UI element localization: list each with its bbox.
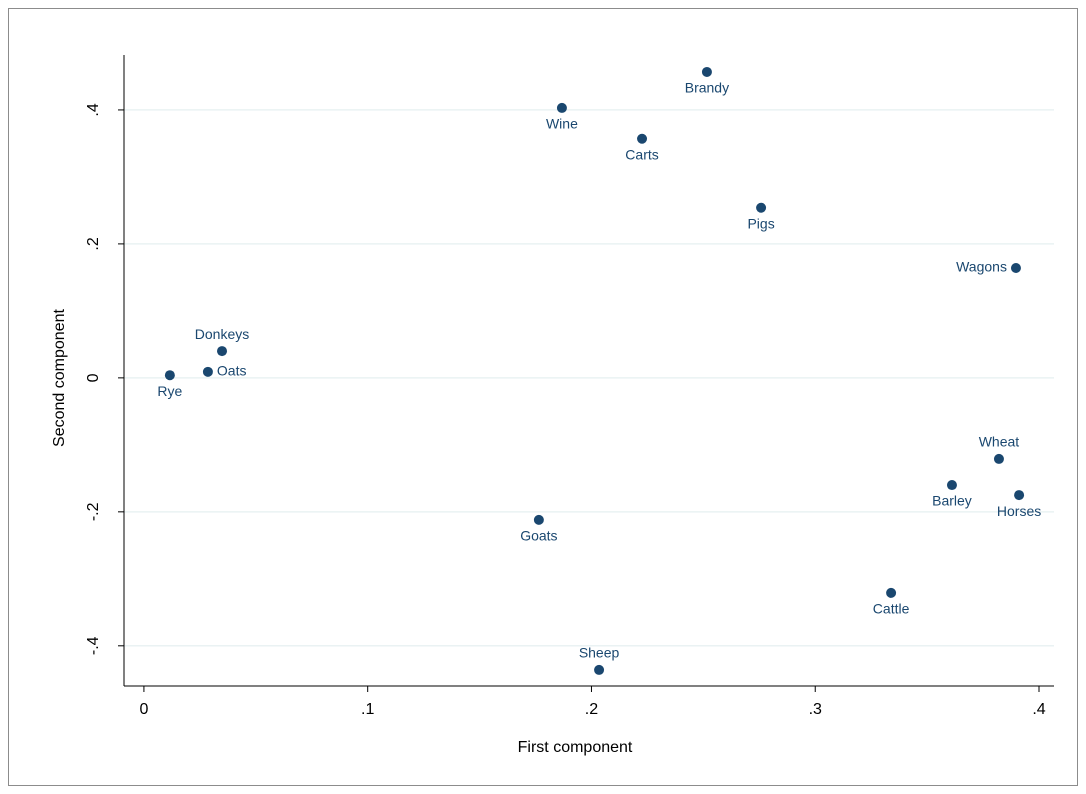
point [217, 346, 228, 357]
point-label: Donkeys [195, 326, 249, 342]
point-label: Wagons [956, 259, 1007, 275]
point-label: Rye [157, 383, 182, 399]
point [993, 453, 1004, 464]
y-tick-label: .4 [85, 103, 102, 116]
y-tick-label: -.2 [85, 502, 102, 521]
y-axis-title: Second component [51, 309, 68, 447]
point [701, 66, 712, 77]
point-label: Carts [625, 146, 658, 162]
point [594, 664, 605, 675]
x-tick-label: 0 [139, 701, 148, 718]
point [533, 514, 544, 525]
point [886, 587, 897, 598]
y-tick-label: 0 [85, 373, 102, 382]
point-label: Brandy [685, 80, 729, 96]
x-tick-label: .3 [809, 701, 822, 718]
x-tick-label: .2 [585, 701, 598, 718]
point-label: Pigs [747, 215, 774, 231]
point [946, 480, 957, 491]
point-label: Sheep [579, 645, 620, 661]
y-tick-label: -.4 [85, 636, 102, 655]
point [1010, 263, 1021, 274]
point [164, 370, 175, 381]
point [202, 366, 213, 377]
x-axis-title: First component [518, 739, 633, 756]
point-label: Oats [217, 363, 247, 379]
point [1014, 490, 1025, 501]
x-tick-label: .1 [361, 701, 374, 718]
point [637, 133, 648, 144]
point-label: Horses [997, 503, 1041, 519]
frame [8, 8, 1078, 786]
point-label: Wheat [979, 434, 1020, 450]
point-label: Barley [932, 493, 972, 509]
point-label: Wine [546, 116, 578, 132]
point [756, 202, 767, 213]
x-tick-label: .4 [1032, 701, 1045, 718]
y-tick-label: .2 [85, 237, 102, 250]
point-label: Cattle [873, 601, 910, 617]
point-label: Goats [520, 528, 557, 544]
point [556, 102, 567, 113]
